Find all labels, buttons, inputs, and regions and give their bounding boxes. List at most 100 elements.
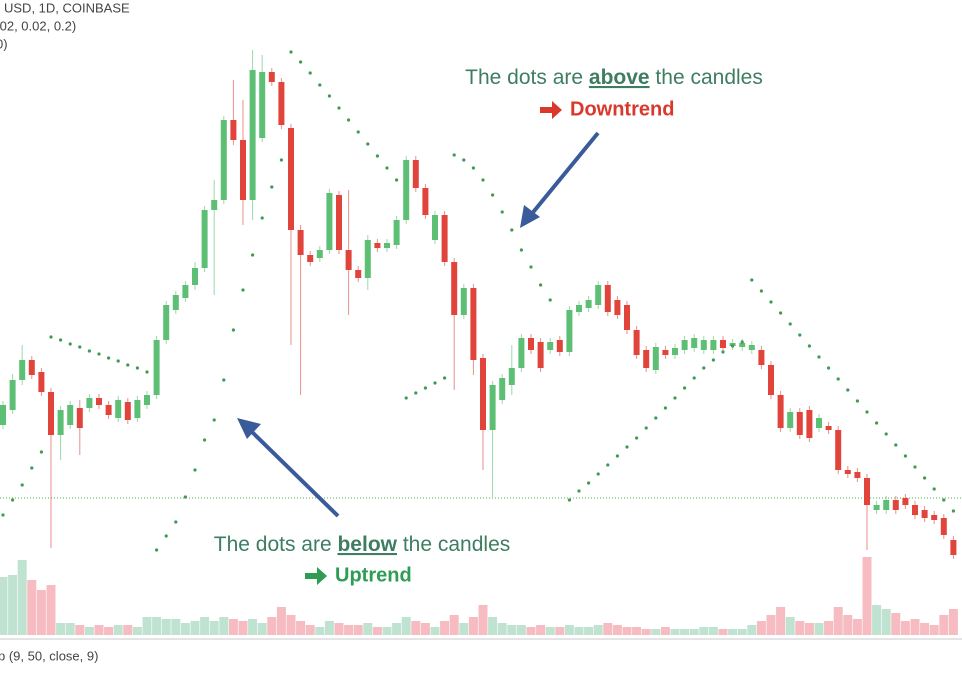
sar-dot bbox=[932, 487, 936, 491]
volume-bar bbox=[900, 621, 910, 635]
sar-dot bbox=[318, 83, 322, 87]
volume-bar bbox=[814, 623, 824, 635]
sar-dot bbox=[539, 283, 543, 287]
candle-body bbox=[441, 215, 448, 262]
sar-dot bbox=[663, 406, 668, 410]
candle-body bbox=[393, 220, 400, 245]
volume-bar bbox=[574, 627, 584, 635]
volume-bar bbox=[420, 623, 430, 635]
volume-bar bbox=[680, 629, 690, 635]
volume-bar bbox=[526, 627, 536, 635]
sar-dot bbox=[692, 376, 696, 380]
volume-bar bbox=[555, 627, 565, 635]
volume-bar bbox=[766, 615, 776, 635]
candle-body bbox=[259, 72, 266, 138]
volume-bar bbox=[286, 615, 296, 635]
volume-bar bbox=[353, 625, 363, 635]
arrow-line bbox=[248, 428, 340, 518]
sar-dot bbox=[20, 483, 24, 487]
sar-dot bbox=[212, 418, 216, 422]
candle-body bbox=[220, 120, 227, 200]
sar-dot bbox=[951, 509, 956, 513]
sar-dot bbox=[462, 158, 466, 162]
volume-bar bbox=[939, 615, 949, 635]
sar-dot bbox=[596, 472, 600, 476]
candle-body bbox=[585, 300, 592, 308]
sar-dot bbox=[567, 498, 572, 502]
sar-dot bbox=[769, 300, 773, 304]
indicator-header: USD, 1D, COINBASE bbox=[4, 0, 130, 15]
candle-body bbox=[412, 160, 419, 188]
volume-bar bbox=[641, 629, 651, 635]
volume-bar bbox=[65, 623, 75, 635]
annotation-text: The dots are below the candles bbox=[214, 533, 511, 556]
candle-body bbox=[470, 288, 477, 360]
sar-dot bbox=[913, 465, 917, 469]
volume-bar bbox=[440, 621, 450, 635]
volume-bar bbox=[75, 625, 85, 635]
candle-body bbox=[835, 430, 842, 470]
candle-body bbox=[739, 343, 746, 347]
volume-bar bbox=[228, 619, 238, 635]
sar-dot bbox=[30, 466, 34, 470]
text-layer: USD, 1D, COINBASE .02, 0.02, 0.2) 0) p (9, … bbox=[0, 0, 763, 663]
volume-bar bbox=[152, 617, 162, 635]
sar-dot bbox=[347, 118, 351, 122]
candle-body bbox=[336, 195, 342, 250]
volume-bar bbox=[190, 621, 200, 635]
volume-bar bbox=[171, 619, 181, 635]
candle-body bbox=[662, 350, 669, 355]
sar-dot bbox=[366, 142, 370, 146]
candle-body bbox=[144, 395, 150, 405]
sar-dot bbox=[433, 381, 437, 385]
volume-bar bbox=[795, 621, 805, 635]
candle-body bbox=[230, 120, 237, 140]
volume-bar bbox=[430, 627, 440, 635]
sar-dot bbox=[231, 328, 235, 332]
sar-dot bbox=[827, 366, 831, 370]
candle-body bbox=[297, 230, 304, 255]
sar-dot bbox=[289, 50, 293, 54]
volume-bar bbox=[132, 627, 142, 635]
candle-body bbox=[182, 285, 189, 298]
sar-dot bbox=[750, 278, 754, 282]
sar-dot bbox=[68, 342, 72, 346]
candle-body bbox=[556, 340, 563, 352]
sar-dot bbox=[164, 534, 168, 538]
candle-body bbox=[38, 372, 45, 392]
sar-dot bbox=[491, 193, 495, 197]
volume-bar bbox=[660, 627, 670, 635]
sar-dot bbox=[375, 154, 379, 158]
sar-dot bbox=[923, 476, 927, 480]
candle-body bbox=[115, 400, 122, 418]
indicator-header: 0) bbox=[0, 36, 8, 51]
sar-dot bbox=[711, 358, 716, 362]
volume-bar bbox=[363, 623, 373, 635]
sar-dot bbox=[107, 356, 111, 360]
volume-bar bbox=[0, 577, 8, 635]
sar-dot bbox=[471, 166, 475, 170]
volume-bar bbox=[564, 625, 574, 635]
trend-label: Downtrend bbox=[570, 98, 674, 120]
sar-dot bbox=[884, 432, 888, 436]
sar-dot bbox=[942, 498, 946, 502]
volume-bar bbox=[516, 625, 526, 635]
sar-dot bbox=[875, 421, 879, 425]
candle-body bbox=[566, 310, 573, 352]
volume-bar bbox=[497, 623, 507, 635]
volume-bar bbox=[248, 619, 258, 635]
candle-body bbox=[883, 500, 890, 510]
volume-bar bbox=[891, 613, 901, 635]
sar-dot bbox=[174, 520, 178, 524]
sar-dot bbox=[519, 248, 524, 252]
candle-body bbox=[902, 498, 909, 505]
candle-body bbox=[864, 478, 870, 505]
sar-dot bbox=[721, 350, 725, 354]
candle-body bbox=[758, 350, 765, 365]
candle-body bbox=[480, 358, 486, 430]
sar-dot bbox=[279, 158, 283, 162]
volume-bar bbox=[929, 625, 939, 635]
candle-body bbox=[403, 160, 410, 220]
candle-body bbox=[192, 268, 198, 285]
